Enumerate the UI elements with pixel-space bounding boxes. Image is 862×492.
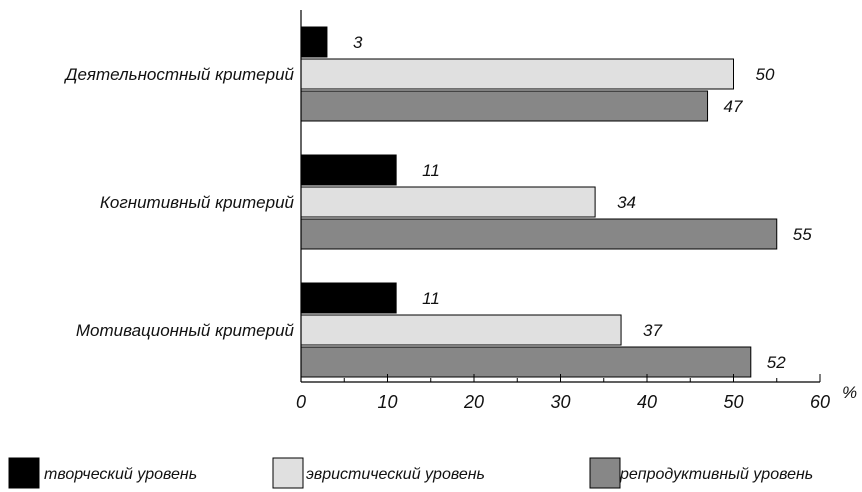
bar-1-series-2 [300, 58, 734, 90]
value-label-1-series-2: 50 [756, 65, 775, 84]
x-tick-label-2: 10 [377, 392, 397, 412]
value-label-2-series-1: 11 [422, 161, 440, 180]
value-label-1-series-3: 47 [724, 97, 743, 116]
bars-layer [300, 26, 778, 378]
legend-swatch-3 [589, 457, 621, 489]
x-axis-unit-label: % [842, 383, 857, 402]
bar-3-series-2 [300, 314, 622, 346]
x-tick-label-3: 20 [463, 392, 484, 412]
value-label-3-series-2: 37 [643, 321, 662, 340]
value-labels-layer: 3 50 47 11 34 55 11 37 52 [353, 33, 812, 372]
bar-1-series-1 [300, 26, 328, 58]
x-tick-label-7: 60 [810, 392, 830, 412]
value-label-3-series-3: 52 [767, 353, 786, 372]
x-tick-label-4: 30 [550, 392, 570, 412]
x-tick-label-6: 50 [723, 392, 743, 412]
bar-2-series-2 [300, 186, 596, 218]
legend-label-1: творческий уровень [44, 466, 197, 483]
category-label-1: Деятельностный критерий [63, 65, 294, 84]
legend-swatch-1 [8, 457, 40, 489]
category-labels-layer: Деятельностный критерий Когнитивный крите… [63, 65, 294, 340]
value-label-1-series-1: 3 [353, 33, 363, 52]
legend-label-2: эвристический уровень [306, 466, 485, 483]
bar-2-series-1 [300, 154, 397, 186]
legend: творческий уровень эвристический уровень р… [8, 457, 813, 489]
category-label-3: Мотивационный критерий [76, 321, 295, 340]
legend-label-3: репродуктивный уровень [619, 466, 813, 483]
axes-layer: 0 10 20 30 40 50 60% [296, 10, 857, 412]
value-label-3-series-1: 11 [422, 289, 440, 308]
category-label-2: Когнитивный критерий [100, 193, 295, 212]
bar-3-series-1 [300, 282, 397, 314]
legend-swatch-2 [272, 457, 304, 489]
value-label-2-series-2: 34 [617, 193, 636, 212]
x-tick-label-1: 0 [296, 392, 306, 412]
bar-2-series-3 [300, 218, 778, 250]
bar-1-series-3 [300, 90, 709, 122]
bar-3-series-3 [300, 346, 752, 378]
x-tick-label-5: 40 [637, 392, 657, 412]
value-label-2-series-3: 55 [793, 225, 812, 244]
